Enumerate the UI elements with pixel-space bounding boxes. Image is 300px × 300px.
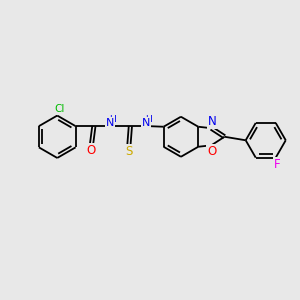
Text: N: N: [106, 118, 114, 128]
Text: N: N: [142, 118, 151, 128]
Text: N: N: [208, 115, 216, 128]
Text: Cl: Cl: [54, 104, 65, 114]
Text: H: H: [146, 115, 152, 124]
Text: O: O: [86, 144, 95, 158]
Text: H: H: [109, 115, 116, 124]
Text: O: O: [207, 145, 217, 158]
Text: S: S: [125, 145, 133, 158]
Text: F: F: [274, 158, 281, 171]
